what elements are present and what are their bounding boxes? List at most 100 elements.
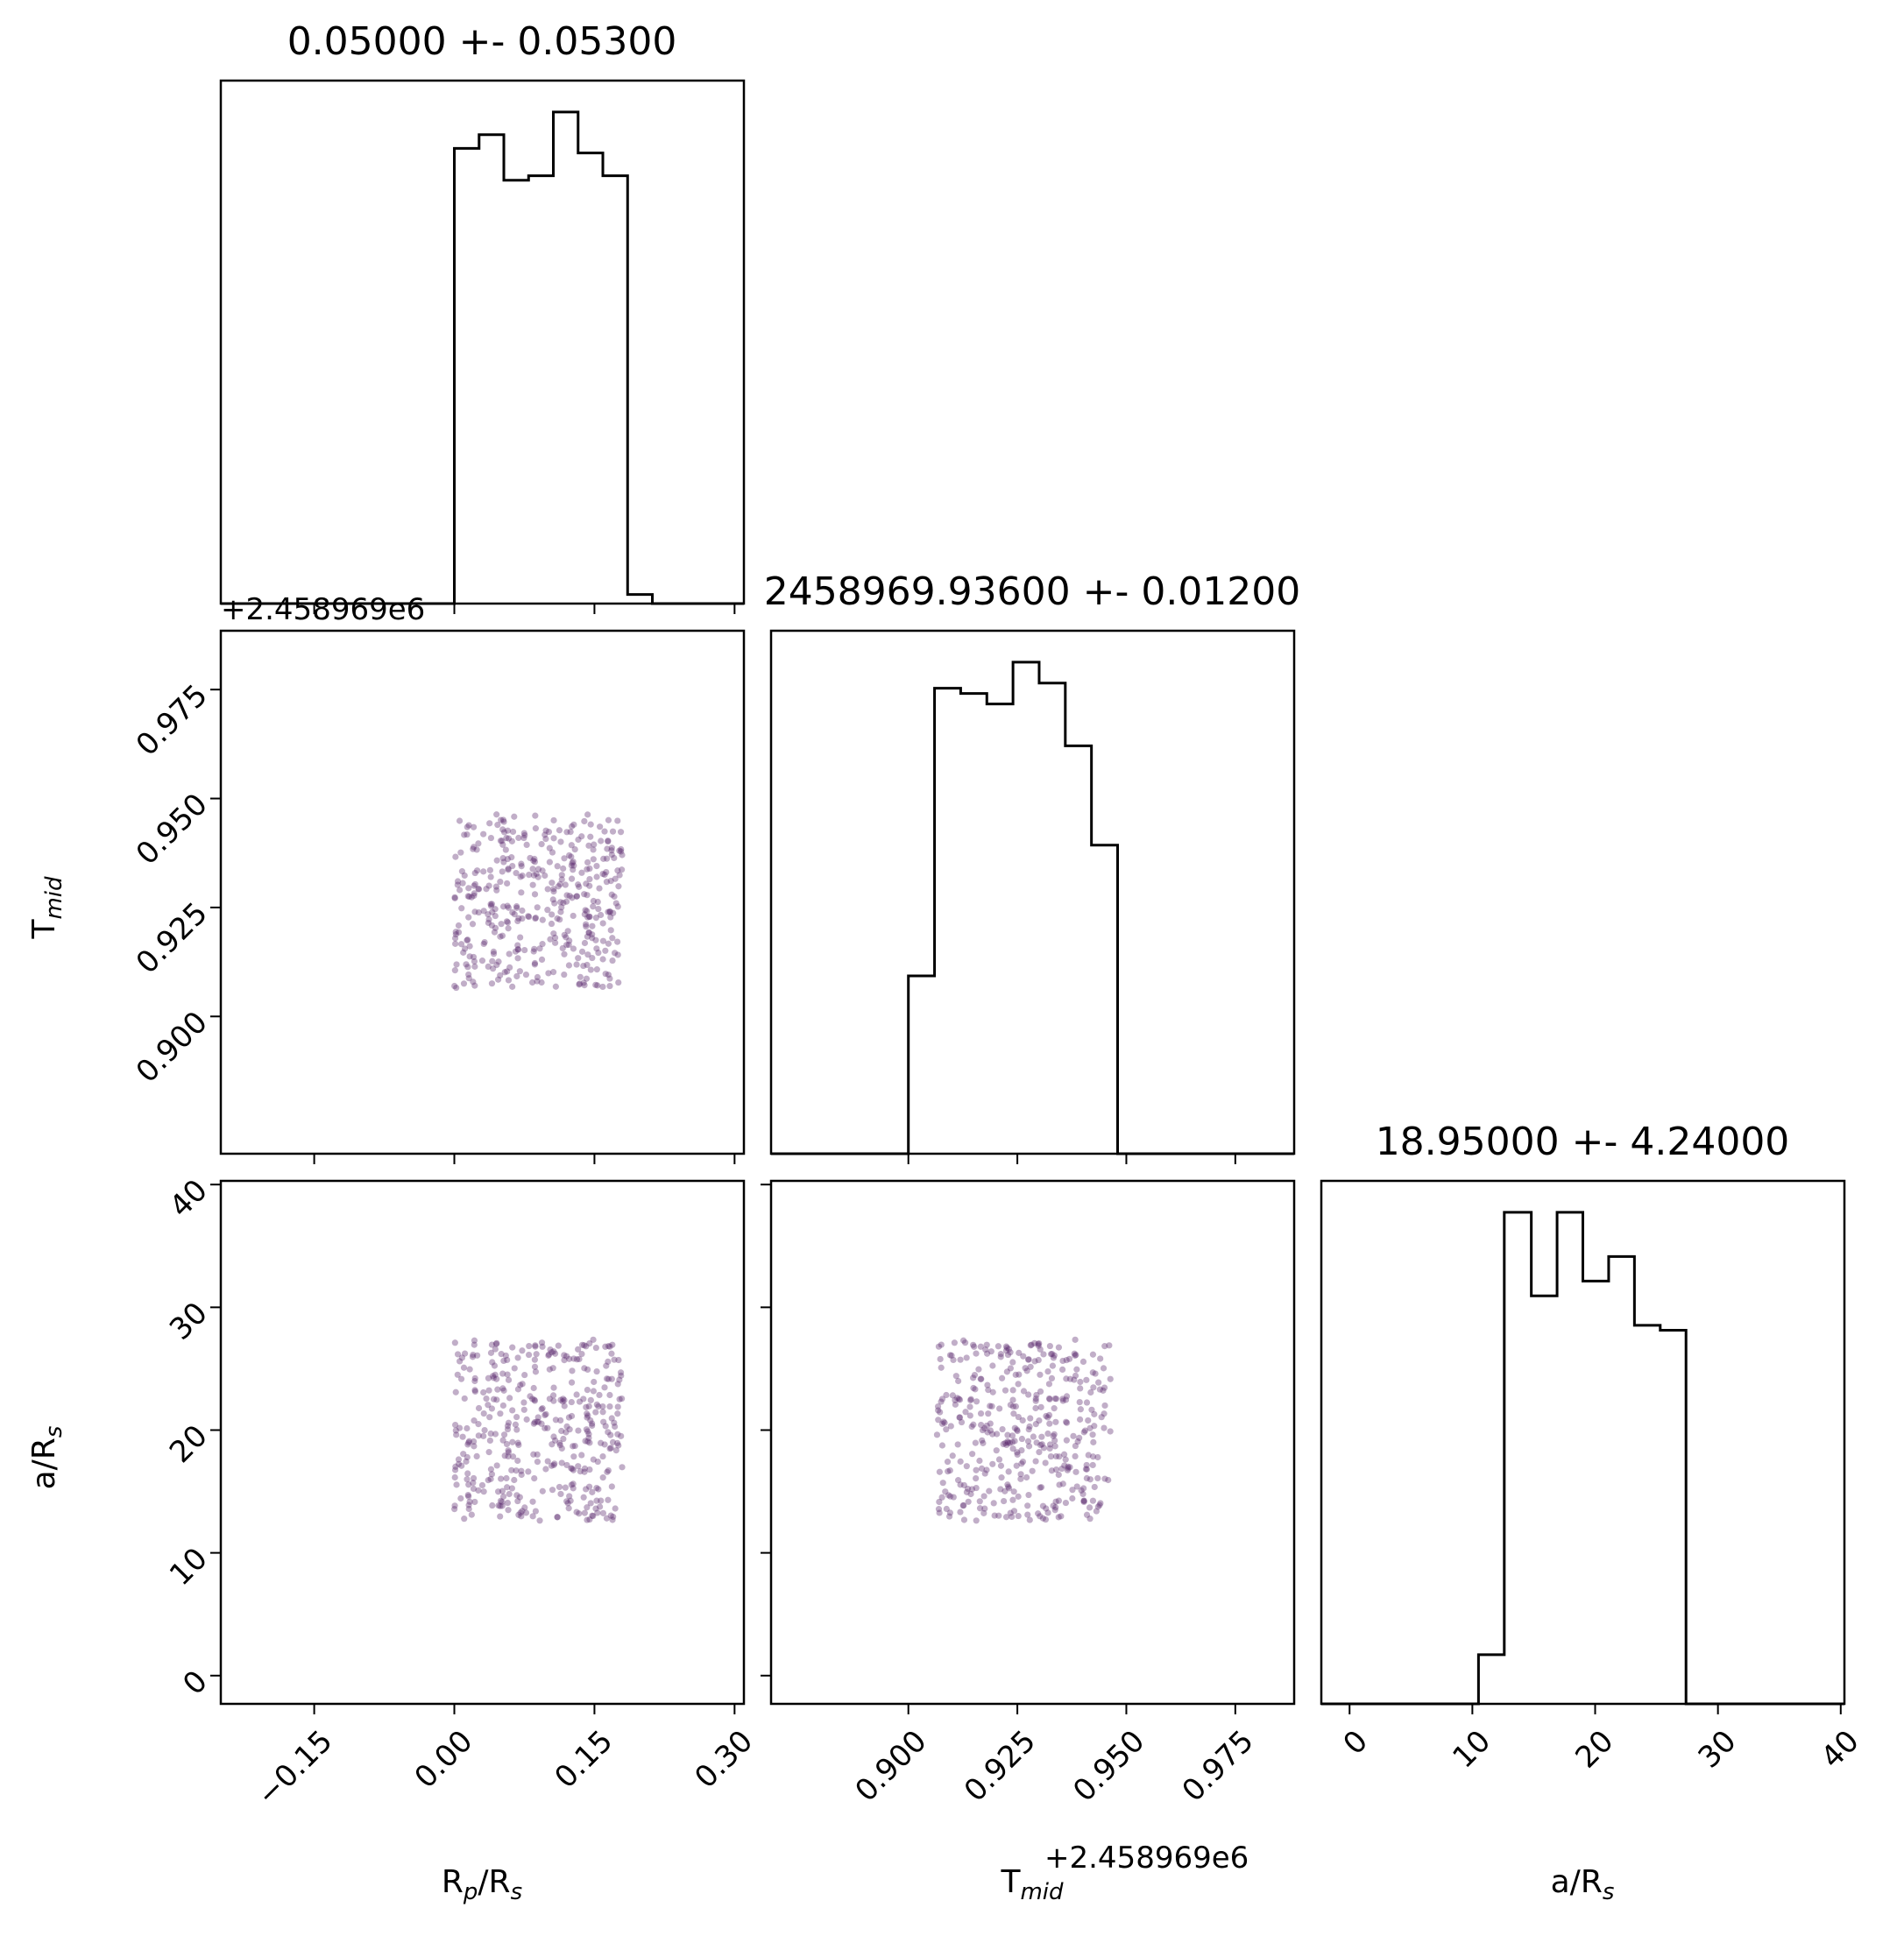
scatter-point xyxy=(464,1424,471,1432)
scatter-point xyxy=(1020,1388,1028,1395)
scatter-point xyxy=(504,1356,511,1364)
scatter-point xyxy=(585,913,593,920)
scatter-point xyxy=(493,1462,500,1469)
scatter-point xyxy=(989,1460,996,1467)
scatter-point xyxy=(485,1387,492,1394)
scatter-point xyxy=(611,854,618,862)
scatter-point xyxy=(554,1514,561,1521)
scatter-point xyxy=(518,1513,525,1520)
scatter-point xyxy=(605,972,612,979)
scatter-point xyxy=(607,877,614,885)
scatter-point xyxy=(1037,1371,1044,1378)
scatter-point xyxy=(599,870,606,878)
scatter-point xyxy=(963,1354,970,1361)
scatter-point xyxy=(605,1343,612,1350)
scatter-point xyxy=(994,1431,1001,1438)
scatter-point xyxy=(471,957,478,965)
scatter-point xyxy=(1101,1384,1108,1391)
scatter-point xyxy=(606,1391,613,1399)
scatter-point xyxy=(1012,1403,1019,1410)
scatter-point xyxy=(980,1493,987,1500)
scatter-point xyxy=(519,1381,526,1388)
scatter-point xyxy=(584,1428,591,1435)
scatter-point xyxy=(557,908,564,915)
scatter-point xyxy=(944,1459,952,1466)
scatter-point xyxy=(570,1480,577,1487)
scatter-point xyxy=(504,1499,511,1507)
scatter-point xyxy=(584,1410,591,1417)
scatter-point xyxy=(601,871,608,879)
scatter-point xyxy=(1009,1403,1016,1410)
scatter-point xyxy=(1050,1354,1057,1361)
scatter-point xyxy=(451,1339,458,1346)
scatter-point xyxy=(534,1418,541,1425)
scatter-point xyxy=(516,1494,523,1501)
scatter-point xyxy=(573,893,580,900)
scatter-point xyxy=(1072,1336,1079,1343)
scatter-point xyxy=(1059,1395,1066,1403)
scatter-point xyxy=(486,820,493,827)
scatter-point xyxy=(494,1386,501,1393)
scatter-point xyxy=(608,1375,615,1382)
scatter-point xyxy=(603,1375,611,1382)
scatter-point xyxy=(570,821,577,828)
scatter-point xyxy=(546,858,553,866)
scatter-point xyxy=(505,866,512,873)
scatter-point xyxy=(979,1426,987,1434)
scatter-point xyxy=(1007,1509,1014,1516)
scatter-point xyxy=(604,1468,611,1475)
scatter-point xyxy=(971,1343,978,1350)
scatter-point xyxy=(1020,1353,1027,1360)
scatter-point xyxy=(485,882,492,889)
scatter-point xyxy=(1046,1445,1053,1452)
scatter-point xyxy=(451,1473,458,1481)
scatter-point xyxy=(503,835,510,842)
scatter-point xyxy=(534,1414,541,1421)
scatter-point xyxy=(563,1423,570,1430)
scatter-point xyxy=(534,1451,541,1458)
scatter-point xyxy=(1055,1471,1062,1479)
scatter-point xyxy=(464,936,471,943)
scatter-point xyxy=(584,1366,591,1373)
scatter-point xyxy=(604,845,611,852)
scatter-point xyxy=(499,932,506,939)
scatter-point xyxy=(465,1501,472,1509)
scatter-point xyxy=(1015,1493,1022,1500)
scatter-point xyxy=(552,983,559,990)
scatter-point xyxy=(1014,1451,1021,1458)
scatter-point xyxy=(593,863,600,870)
scatter-point xyxy=(563,1461,570,1469)
title-ars: 18.95000 +- 4.24000 xyxy=(1376,1120,1790,1164)
scatter-point xyxy=(1100,1387,1107,1394)
scatter-point xyxy=(567,1497,574,1504)
scatter-point xyxy=(933,1431,941,1438)
scatter-point xyxy=(551,1460,558,1467)
scatter-point xyxy=(571,846,578,853)
scatter-point xyxy=(573,893,581,900)
scatter-point xyxy=(480,1388,487,1396)
scatter-point xyxy=(1077,1378,1084,1386)
scatter-point xyxy=(495,1501,502,1509)
scatter-point xyxy=(531,855,538,863)
scatter-point xyxy=(518,1471,525,1479)
scatter-point xyxy=(550,816,557,824)
scatter-point xyxy=(500,818,507,825)
scatter-point xyxy=(607,1512,614,1519)
scatter-point xyxy=(499,903,507,910)
scatter-point xyxy=(1090,1438,1097,1445)
scatter-point xyxy=(1018,1460,1025,1467)
scatter-point xyxy=(589,922,596,929)
scatter-point xyxy=(506,1490,513,1498)
scatter-point xyxy=(973,1484,980,1492)
scatter-point xyxy=(606,908,613,915)
scatter-point xyxy=(997,1486,1004,1493)
scatter-point xyxy=(968,1486,976,1493)
scatter-point xyxy=(981,1470,988,1477)
scatter-point xyxy=(1025,1426,1032,1433)
scatter-point xyxy=(541,872,549,880)
scatter-point xyxy=(568,1379,576,1386)
scatter-point xyxy=(602,1423,609,1430)
scatter-point xyxy=(589,1512,596,1519)
scatter-point xyxy=(586,865,593,873)
scatter-point xyxy=(503,1440,511,1448)
